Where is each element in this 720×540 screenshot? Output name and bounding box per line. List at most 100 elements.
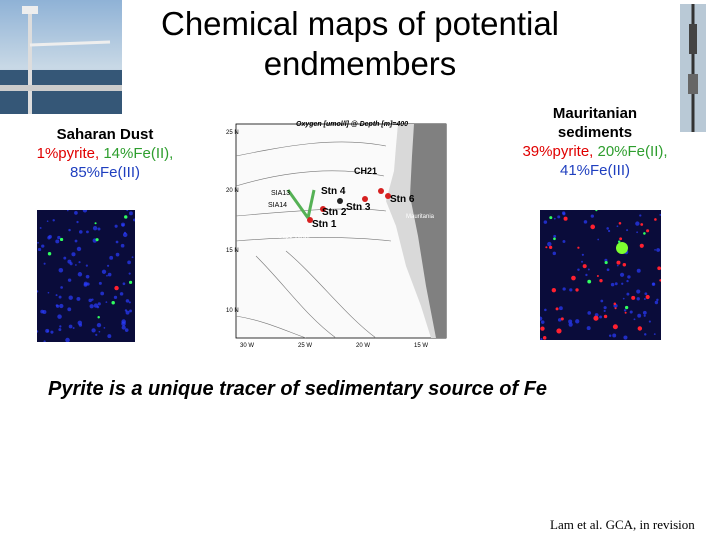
particle <box>619 237 623 241</box>
particle <box>59 303 64 309</box>
map-label: Stn 3 <box>346 202 371 213</box>
particle <box>47 236 51 240</box>
particle <box>113 295 118 300</box>
particle <box>558 306 563 311</box>
particle <box>557 318 562 322</box>
particle <box>78 261 81 264</box>
particle <box>121 224 125 227</box>
particle <box>556 328 562 334</box>
particle <box>545 246 548 249</box>
particle <box>551 287 557 293</box>
particle <box>659 213 661 216</box>
particle <box>47 252 52 256</box>
particle <box>129 280 133 284</box>
map-label: Stn 6 <box>390 194 415 205</box>
particle <box>636 297 640 301</box>
photo-ship <box>0 0 122 114</box>
particle <box>616 242 628 254</box>
particle <box>651 282 656 286</box>
particle <box>74 211 78 215</box>
particle <box>603 309 606 313</box>
particle <box>633 318 636 321</box>
particle <box>548 245 553 250</box>
particle <box>607 229 611 233</box>
particle <box>644 292 648 296</box>
particle <box>42 309 47 315</box>
particle <box>52 219 55 222</box>
map-title: Oxygen [umol/l] @ Depth [m]=400 <box>296 121 408 128</box>
map-label: SIA14 <box>268 202 287 209</box>
particle <box>562 239 566 243</box>
particle <box>645 294 650 300</box>
particle <box>581 253 584 256</box>
particle <box>68 228 71 232</box>
fe2: 14%Fe(II), <box>103 145 174 162</box>
particle <box>119 292 124 296</box>
particle <box>646 229 650 233</box>
particle <box>623 335 628 340</box>
particle <box>654 300 659 305</box>
lat-label: 10 N <box>226 308 239 314</box>
particle <box>557 215 561 219</box>
particle <box>97 302 101 306</box>
particle <box>604 260 608 265</box>
particle <box>590 214 594 218</box>
particle <box>606 268 610 272</box>
particle <box>583 220 588 224</box>
particle <box>92 226 98 231</box>
particle <box>47 291 50 294</box>
map-label: Stn 2 <box>322 207 347 218</box>
particle <box>69 262 73 266</box>
particle <box>616 264 619 267</box>
particle <box>95 238 99 242</box>
particle <box>72 327 75 330</box>
particle <box>123 231 127 234</box>
particle <box>612 333 617 338</box>
particle <box>39 227 42 229</box>
particle <box>626 279 629 283</box>
particle <box>37 290 39 293</box>
particle <box>121 319 126 324</box>
particle <box>132 218 135 222</box>
particle <box>125 310 130 315</box>
particle <box>597 238 600 241</box>
particle <box>553 237 556 241</box>
particle <box>639 243 644 248</box>
particle <box>88 298 92 303</box>
lon-label: 25 W <box>298 343 312 349</box>
particle <box>577 246 580 249</box>
particle <box>101 269 107 274</box>
map-label: Mauritania <box>406 214 435 220</box>
particle <box>85 264 88 267</box>
caption: Pyrite is a unique tracer of sedimentary… <box>48 378 548 400</box>
particle <box>91 328 96 333</box>
particle <box>37 330 39 333</box>
particle <box>59 325 62 328</box>
particle <box>91 298 94 301</box>
particle <box>76 246 82 252</box>
particle <box>71 252 76 257</box>
particle <box>626 292 630 296</box>
citation: Lam et al. GCA, in revision <box>550 517 695 532</box>
map-label: Stn 1 <box>312 219 337 230</box>
particle <box>622 297 625 300</box>
particle <box>631 295 636 300</box>
particle <box>67 278 72 282</box>
lat-label: 25 N <box>226 130 239 136</box>
particle <box>86 230 89 234</box>
particle <box>653 333 656 336</box>
particle <box>120 243 125 248</box>
particle <box>569 288 573 292</box>
particle <box>553 217 556 220</box>
particle <box>614 307 617 310</box>
particle <box>563 216 568 221</box>
particle <box>656 298 659 302</box>
particle <box>55 294 58 297</box>
particle <box>552 251 557 256</box>
particle <box>613 302 617 306</box>
particle <box>55 304 59 307</box>
particle <box>89 304 94 309</box>
lat-label: 20 N <box>226 188 239 194</box>
particle <box>129 211 133 216</box>
particle <box>63 256 67 260</box>
